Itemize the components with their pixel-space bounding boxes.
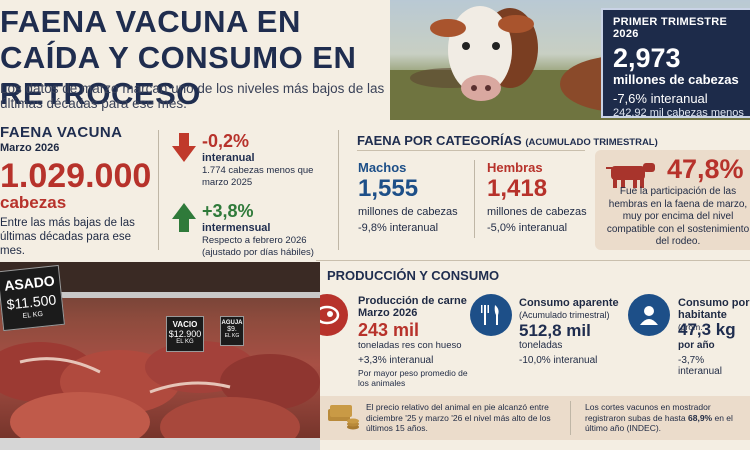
divider — [474, 160, 475, 238]
divider — [570, 401, 571, 435]
meat-display-photo: ASADO $11.500 EL KG VACIO $12.900 EL KG … — [0, 262, 320, 450]
intermensual-note: Respecto a febrero 2026 (ajustado por dí… — [202, 235, 314, 258]
machos-value: 1,555 — [358, 175, 419, 202]
hembras-value: 1,418 — [487, 175, 548, 202]
participation-value: 47,8% — [667, 154, 744, 184]
bottom-text-cortes-a: Los cortes vacunos en mostrador registra… — [585, 402, 711, 423]
habitante-title: Consumo por habitante (prom. — [678, 297, 750, 333]
habitante-unit: por año — [678, 340, 715, 351]
price-card-aguja-name: AGUJA — [221, 320, 243, 326]
price-card-vacio-unit: EL KG — [176, 339, 194, 345]
carne-value: 243 mil — [358, 320, 420, 340]
carne-pct: +3,3% interanual — [358, 355, 434, 366]
price-card-vacio-name: VACIO — [172, 320, 198, 329]
bottom-band — [316, 396, 750, 440]
carne-note: Por mayor peso promedio de los animales — [358, 368, 468, 388]
divider — [357, 150, 585, 151]
faena-period: Marzo 2026 — [0, 142, 60, 154]
categories-title: FAENA POR CATEGORÍAS (ACUMULADO TRIMESTR… — [357, 133, 658, 148]
headline: Faena vacuna en caída y consumo en retro… — [0, 4, 357, 111]
bottom-text-price: El precio relativo del animal en pie alc… — [366, 402, 551, 433]
bottom-text-cortes-b: 68,9% — [688, 412, 713, 423]
intermensual-value: +3,8% — [202, 201, 254, 221]
price-card-aguja: AGUJA $9. EL KG — [220, 316, 244, 346]
production-title: PRODUCCIÓN Y CONSUMO — [327, 268, 500, 283]
quarter-pct: -7,6% interanual — [613, 91, 708, 106]
hembras-unit: millones de cabezas — [487, 206, 587, 218]
interanual-label: interanual — [202, 152, 255, 164]
quarter-unit: millones de cabezas — [613, 72, 739, 87]
money-icon — [326, 403, 360, 438]
categories-title-sub: (ACUMULADO TRIMESTRAL) — [525, 137, 658, 148]
bottom-text-cortes-c: en el último año (INDEC). — [585, 412, 733, 434]
habitante-pct: -3,7% interanual — [678, 355, 722, 377]
consumo-value: 512,8 mil — [519, 321, 591, 340]
cow-icon — [603, 160, 659, 195]
consumo-sub: (Acumulado trimestral) — [519, 310, 610, 320]
machos-label: Machos — [358, 160, 407, 175]
carne-period: Marzo 2026 — [358, 307, 418, 319]
categories-title-main: FAENA POR CATEGORÍAS — [357, 133, 522, 148]
carne-unit: toneladas res con hueso — [358, 340, 462, 351]
consumo-title: Consumo aparente — [519, 297, 619, 309]
habitante-title-text: Consumo por habitante — [678, 297, 750, 321]
price-card-aguja-unit: EL KG — [224, 333, 240, 339]
price-card-vacio-price: $12.900 — [168, 329, 202, 339]
interanual-note: 1.774 cabezas menos que marzo 2025 — [202, 165, 314, 188]
consumo-pct: -10,0% interanual — [519, 355, 598, 366]
price-card-aguja-price: $9. — [227, 326, 237, 333]
habitante-value: 47,3 kg — [678, 320, 736, 339]
interanual-value: -0,2% — [202, 131, 250, 151]
price-card-vacio: VACIO $12.900 EL KG — [166, 316, 204, 352]
consumo-unit: toneladas — [519, 340, 563, 351]
machos-pct: -9,8% interanual — [358, 222, 439, 234]
machos-unit: millones de cabezas — [358, 206, 458, 218]
person-icon — [628, 294, 670, 336]
faena-unit: cabezas — [0, 193, 67, 212]
arrow-up-icon — [172, 203, 196, 238]
divider — [338, 130, 339, 250]
participation-description: Fue la participación de las hembras en l… — [606, 186, 750, 247]
quarter-diff: 242,92 mil cabezas menos — [613, 107, 744, 119]
hembras-pct: -5,0% interanual — [487, 222, 568, 234]
intermensual-label: intermensual — [202, 222, 271, 234]
divider — [158, 130, 159, 250]
carne-title: Producción de carne Marzo 2026 — [358, 295, 467, 319]
quarter-summary-box: PRIMER TRIMESTRE 2026 2,973 millones de … — [601, 8, 750, 119]
cutlery-icon — [470, 294, 512, 336]
arrow-down-icon — [172, 133, 196, 168]
bottom-text-cortes: Los cortes vacunos en mostrador registra… — [585, 402, 750, 434]
carne-title-text: Producción de carne — [358, 295, 467, 307]
faena-description: Entre las más bajas de las últimas décad… — [0, 217, 135, 257]
hembras-label: Hembras — [487, 160, 543, 175]
faena-value: 1.029.000 — [0, 157, 152, 195]
price-card-asado: ASADO $11.500 EL KG — [0, 264, 65, 332]
faena-title: FAENA VACUNA — [0, 124, 123, 141]
quarter-title: PRIMER TRIMESTRE 2026 — [613, 16, 728, 40]
habitante-title-sub: (prom. — [678, 322, 703, 332]
subtitle: Los datos de marzo marcan uno de los niv… — [0, 81, 385, 111]
divider — [316, 260, 750, 261]
quarter-value: 2,973 — [613, 43, 681, 73]
